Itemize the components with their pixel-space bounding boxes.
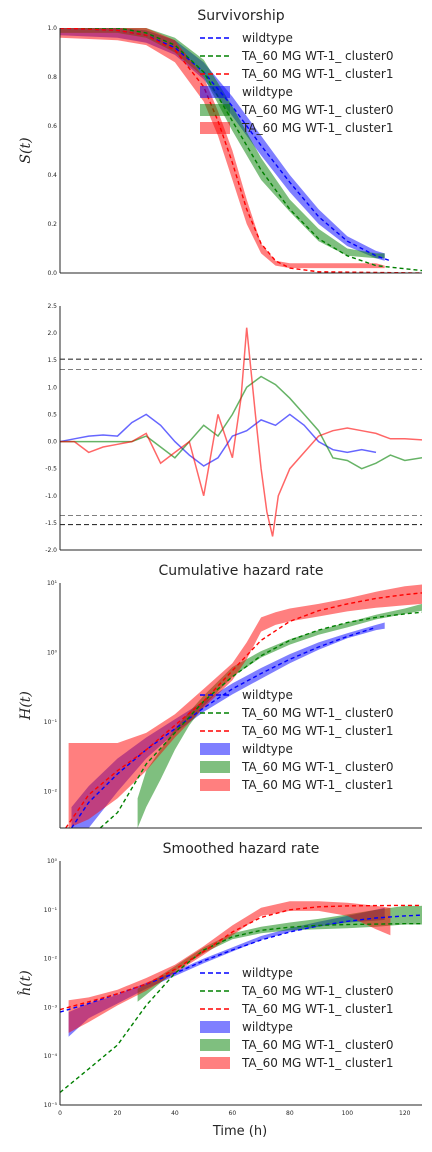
y-tick-label: 0.0: [47, 270, 57, 277]
plot-area: [60, 901, 422, 1094]
legend-label: TA_60 MG WT-1_ cluster0: [241, 1038, 393, 1052]
y-axis-label: H(t): [18, 691, 34, 721]
fit-ta-60-mg-wt-1-cluster1: [60, 28, 422, 273]
y-tick-label: -1.0: [45, 493, 57, 500]
band-ta-60-mg-wt-1-cluster1: [60, 28, 385, 269]
y-tick-label: 1.0: [47, 384, 57, 391]
y-tick-label: -0.5: [45, 466, 57, 473]
legend-label: wildtype: [242, 85, 293, 99]
series-wildtype: [60, 413, 377, 467]
series-ta-60-mg-wt-1-cluster1: [60, 327, 422, 537]
panel-2: -2.0 -1.5 -1.0 -0.5 0.0 0.5 1.0 1.5 2.0 2.5: [45, 303, 422, 554]
panel-title: Survivorship: [197, 8, 284, 24]
legend-label: TA_60 MG WT-1_ cluster0: [241, 760, 393, 774]
band-wildtype: [60, 28, 385, 261]
fit-ta-60-mg-wt-1-cluster0: [60, 923, 422, 1094]
panel-4: 10⁻⁵ 10⁻⁴ 10⁻³ 10⁻² 10⁻¹ 10⁰ 0 20 40 60 80 100 120 Sm…: [16, 841, 422, 1117]
fit-ta-60-mg-wt-1-cluster0: [99, 611, 422, 828]
legend-label: TA_60 MG WT-1_ cluster1: [241, 1002, 393, 1016]
y-tick-label: 10⁻⁴: [44, 1053, 58, 1060]
legend-label: wildtype: [242, 742, 293, 756]
y-tick-label: 10⁰: [47, 858, 58, 865]
legend-band-swatch: [200, 1021, 230, 1033]
legend-label: TA_60 MG WT-1_ cluster1: [241, 724, 393, 738]
plot-area: [60, 327, 422, 537]
y-tick-label: -2.0: [45, 547, 57, 554]
panel-title: Cumulative hazard rate: [158, 563, 323, 579]
legend-label: TA_60 MG WT-1_ cluster1: [241, 778, 393, 792]
y-tick-label: 10⁻¹: [44, 907, 58, 914]
panel-3: 10⁻² 10⁻¹ 10⁰ 10¹ Cumulative hazard rate H(t)…: [18, 563, 422, 829]
y-tick-label: 10⁻²: [44, 956, 58, 963]
y-tick-label: 1.5: [47, 357, 57, 364]
fit-wildtype: [60, 28, 391, 262]
legend-label: TA_60 MG WT-1_ cluster0: [241, 706, 393, 720]
y-tick-label: 0.0: [47, 439, 57, 446]
x-tick-label: 20: [114, 1110, 122, 1117]
legend-label: wildtype: [242, 31, 293, 45]
legend-band-swatch: [200, 122, 230, 134]
legend-label: wildtype: [242, 966, 293, 980]
legend-label: TA_60 MG WT-1_ cluster1: [241, 67, 393, 81]
band-ta-60-mg-wt-1-cluster1: [68, 584, 422, 828]
legend-band-swatch: [200, 86, 230, 98]
y-tick-label: 0.5: [47, 411, 57, 418]
y-tick-label: 0.4: [47, 172, 57, 179]
legend-band-swatch: [200, 1057, 230, 1069]
legend-label: TA_60 MG WT-1_ cluster1: [241, 121, 393, 135]
fit-ta-60-mg-wt-1-cluster1: [60, 904, 422, 1011]
y-tick-label: 0.6: [47, 123, 57, 130]
fit-ta-60-mg-wt-1-cluster0: [60, 28, 422, 272]
y-tick-label: 1.0: [47, 25, 57, 32]
legend-label: TA_60 MG WT-1_ cluster1: [241, 1056, 393, 1070]
y-axis-label: ĥ(t): [16, 970, 34, 996]
y-tick-label: 10¹: [47, 580, 58, 587]
x-tick-label: 60: [229, 1110, 237, 1117]
legend-band-swatch: [200, 779, 230, 791]
panel-1: 0.0 0.2 0.4 0.6 0.8 1.0 Survivorship S(t) wildty…: [18, 8, 422, 277]
plot-area: [65, 584, 422, 828]
legend-band-swatch: [200, 1039, 230, 1051]
legend-band-swatch: [200, 761, 230, 773]
y-tick-label: -1.5: [45, 520, 57, 527]
y-tick-label: 10⁰: [47, 650, 58, 657]
y-tick-label: 2.5: [47, 303, 57, 310]
legend-label: TA_60 MG WT-1_ cluster0: [241, 984, 393, 998]
legend-band-swatch: [200, 104, 230, 116]
y-tick-label: 2.0: [47, 330, 57, 337]
legend-label: TA_60 MG WT-1_ cluster0: [241, 103, 393, 117]
x-tick-label: 100: [342, 1110, 354, 1117]
fit-wildtype: [70, 626, 377, 828]
x-tick-label: 0: [58, 1110, 62, 1117]
y-tick-label: 0.8: [47, 74, 57, 81]
y-axis-label: S(t): [18, 137, 34, 163]
plot-area: [60, 28, 422, 273]
legend: wildtype TA_60 MG WT-1_ cluster0 TA_60 MG …: [200, 688, 393, 792]
y-tick-label: 10⁻⁵: [44, 1102, 58, 1109]
y-tick-label: 10⁻³: [44, 1004, 58, 1011]
band-ta-60-mg-wt-1-cluster1: [68, 901, 391, 1033]
x-tick-label: 80: [286, 1110, 294, 1117]
y-tick-label: 10⁻²: [44, 789, 58, 796]
panel-title: Smoothed hazard rate: [163, 841, 320, 857]
legend-label: wildtype: [242, 1020, 293, 1034]
y-tick-label: 10⁻¹: [44, 719, 58, 726]
y-tick-label: 0.2: [47, 221, 57, 228]
x-tick-label: 40: [171, 1110, 179, 1117]
x-axis-label: Time (h): [212, 1124, 267, 1139]
legend-band-swatch: [200, 743, 230, 755]
series-ta-60-mg-wt-1-cluster0: [60, 375, 422, 470]
legend: wildtype TA_60 MG WT-1_ cluster0 TA_60 MG …: [200, 966, 393, 1070]
legend-label: TA_60 MG WT-1_ cluster0: [241, 49, 393, 63]
x-tick-label: 120: [399, 1110, 411, 1117]
legend: wildtype TA_60 MG WT-1_ cluster0 TA_60 MG …: [200, 31, 393, 135]
legend-label: wildtype: [242, 688, 293, 702]
